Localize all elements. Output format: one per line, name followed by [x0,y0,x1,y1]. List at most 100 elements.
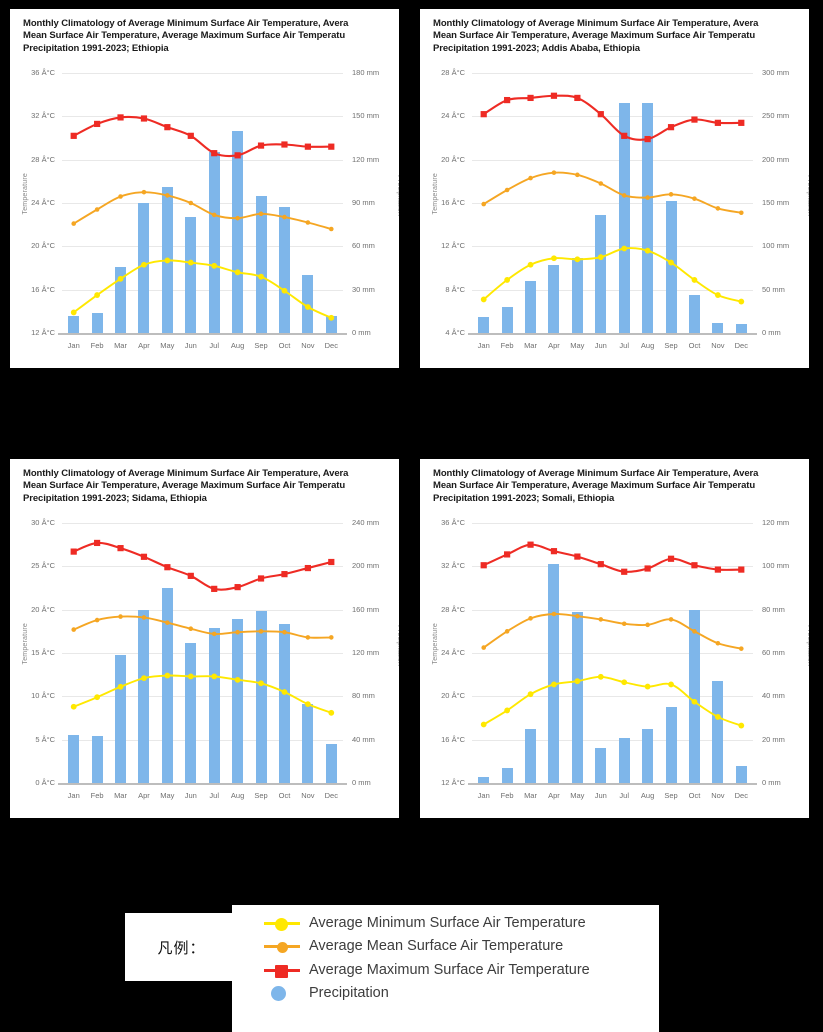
data-point-marker [574,678,581,685]
y-axis-right-tick: 0 mm [352,328,371,337]
max-temp-line-icon [264,963,300,978]
x-axis-month-label: Dec [734,791,748,800]
data-point-marker [141,615,147,620]
x-axis-month-label: May [570,791,585,800]
x-axis-month-label: Nov [301,791,315,800]
y-axis-left-tick: 12 Â°C [31,328,55,337]
precipitation-bar [138,203,150,333]
data-point-marker [668,259,674,266]
legend-box: Average Minimum Surface Air Temperature … [232,905,659,1032]
data-point-marker [258,680,264,687]
chart-card-sidama: Monthly Climatology of Average Minimum S… [10,459,399,818]
data-point-marker [481,201,487,207]
y-axis-left-tick: 16 Â°C [441,734,465,744]
x-axis-month-label: Nov [711,791,725,800]
data-point-marker [258,211,264,217]
x-axis-month-label: Mar [114,341,127,350]
data-point-marker [621,621,627,627]
x-axis-baseline [58,783,347,785]
data-point-marker [235,215,240,221]
y-axis-right-tick: 20 mm [762,734,785,744]
data-point-marker [644,247,651,254]
temperature-line [72,674,333,714]
data-point-marker [164,672,171,679]
gridline [472,289,753,291]
data-point-marker [141,261,147,268]
plot-area-addis-ababa: 4 Â°C 0 mm 8 Â°C 50 mm 12 Â°C 100 mm 16 Â°C 150… [420,61,809,361]
data-point-marker [117,545,124,552]
legend-item-min-temp[interactable]: Average Minimum Surface Air Temperature [232,911,659,935]
data-point-marker [94,539,101,547]
data-point-marker [304,304,311,310]
y-axis-right-tick: 90 mm [352,198,375,207]
data-point-marker [480,721,487,728]
data-point-marker [118,194,123,199]
precipitation-bar [712,681,724,783]
precipitation-bar [232,130,244,333]
data-point-marker [141,675,147,682]
precipitation-bar [185,217,197,333]
precipitation-bar [688,294,700,333]
precipitation-bar [208,628,220,783]
data-point-marker [165,620,170,625]
data-point-marker [598,617,604,622]
data-point-marker [715,206,721,211]
x-axis-month-label: Mar [114,791,127,800]
data-point-marker [234,152,241,159]
data-point-marker [504,629,510,634]
legend-item-max-temp[interactable]: Average Maximum Surface Air Temperature [232,958,659,982]
y-axis-right-tick: 250 mm [762,111,790,121]
data-point-marker [738,210,744,216]
data-point-marker [644,135,651,143]
data-point-marker [598,181,604,186]
x-axis-month-label: Jan [67,341,80,350]
y-axis-right-tick: 30 mm [352,284,375,294]
legend-item-label: Average Mean Surface Air Temperature [309,938,564,955]
precipitation-bar [665,707,677,783]
data-point-marker [281,287,288,294]
data-point-marker [504,707,511,714]
x-axis-month-label: Aug [230,791,245,800]
x-axis-month-label: Jun [184,791,197,800]
temperature-line [72,115,333,158]
precipitation-bar [665,201,677,333]
data-point-marker [528,175,533,181]
gridline [62,653,343,654]
gridline [62,739,343,741]
y-axis-right-tick: 40 mm [352,734,375,744]
y-axis-right-title: Precipitation [396,175,399,217]
temperature-line [482,675,743,727]
data-point-marker [692,196,697,201]
x-axis-month-label: Jun [594,341,607,350]
gridline [472,653,753,654]
data-point-marker [305,220,311,225]
x-axis-month-label: Feb [500,341,514,350]
legend-item-precipitation[interactable]: Precipitation [232,982,659,1006]
x-axis-month-label: Jan [67,791,80,800]
x-axis-month-label: Sep [664,341,678,350]
gridline [472,739,753,741]
data-point-marker [480,296,487,303]
precipitation-circle-icon [264,986,300,1002]
x-axis-month-label: May [160,791,175,800]
gridline [62,609,343,611]
y-axis-left-tick: 25 Â°C [31,561,55,571]
x-axis-month-label: Oct [278,341,291,350]
gridline [62,696,343,698]
data-point-marker [282,629,287,635]
precipitation-bar [278,207,290,333]
y-axis-right-tick: 160 mm [352,604,380,614]
data-point-marker [504,551,511,558]
gridline [472,566,753,568]
data-point-marker [715,640,721,646]
data-point-marker [234,676,241,683]
gridline [472,203,753,204]
x-axis-month-label: Jul [209,791,219,800]
gridline [62,159,343,161]
legend-item-mean-temp[interactable]: Average Mean Surface Air Temperature [232,935,659,959]
data-point-marker [714,292,721,298]
data-point-marker [328,635,334,640]
y-axis-right-tick: 120 mm [352,154,380,164]
data-point-marker [550,548,558,555]
gridline [62,203,343,204]
